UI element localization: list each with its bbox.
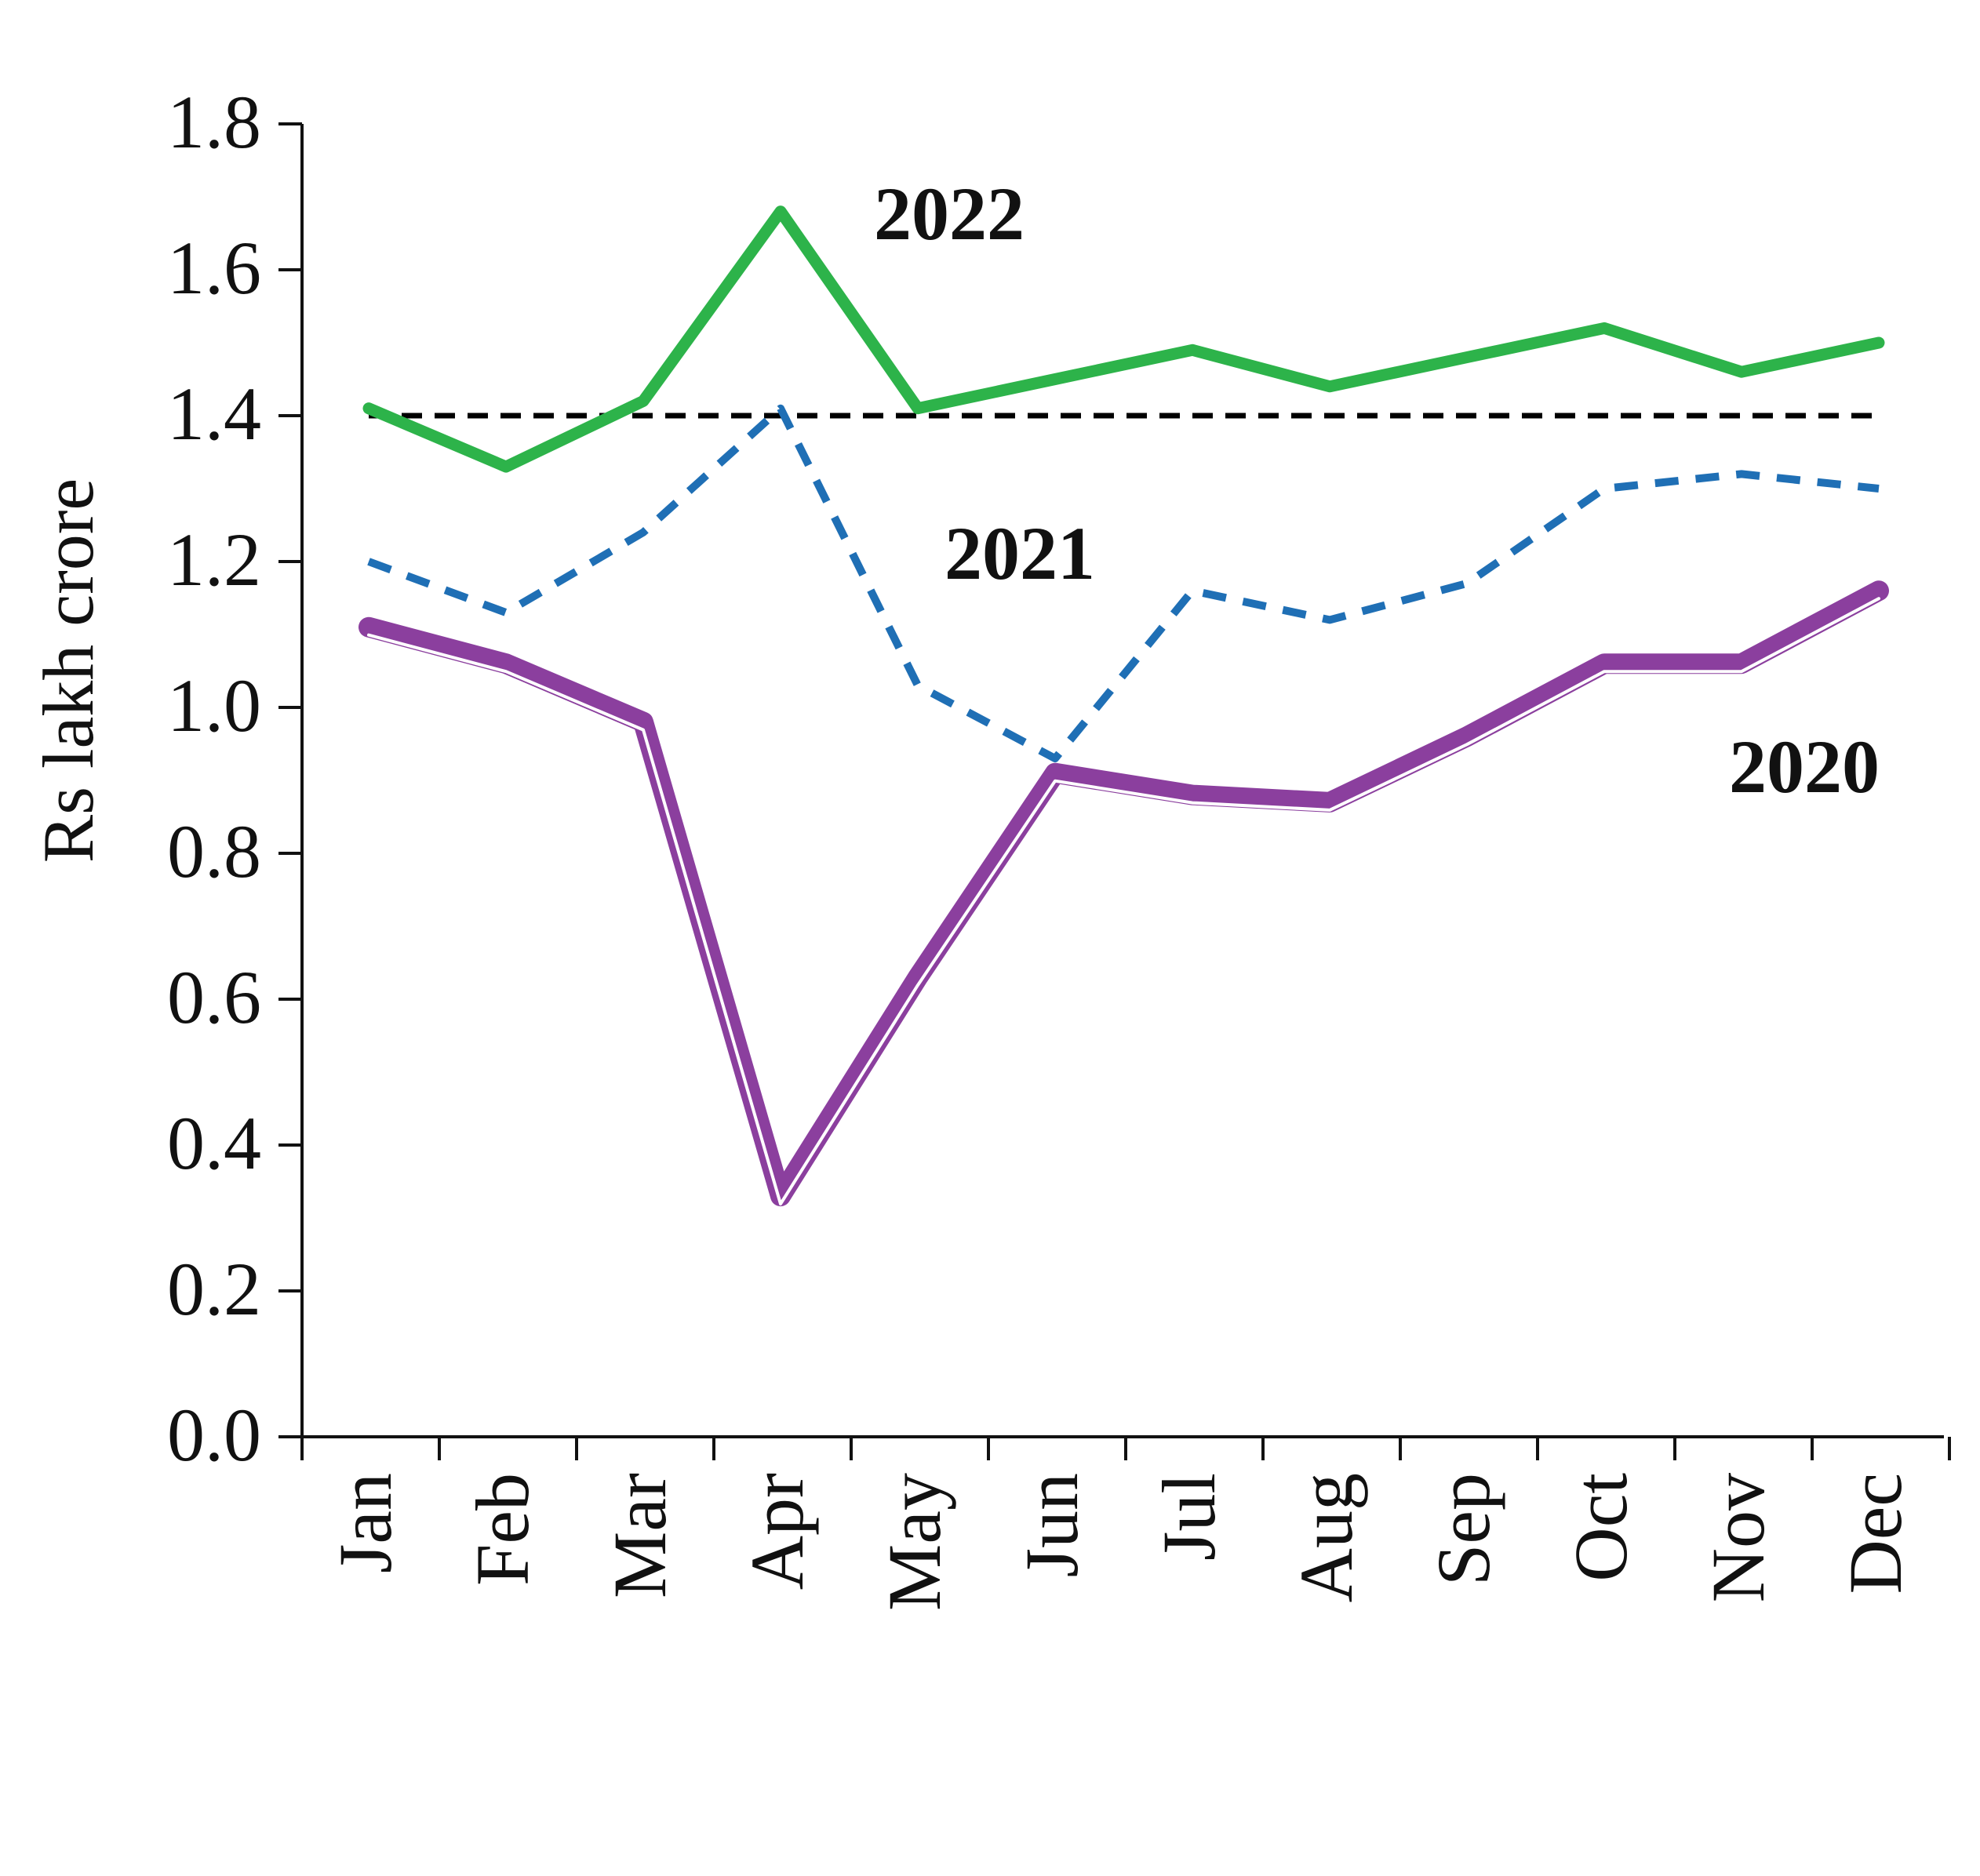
labels-group: 2022 2021 2020 — [874, 172, 1880, 809]
y-tick-label: 1.6 — [167, 226, 261, 310]
y-tick-label: 0.4 — [167, 1101, 261, 1185]
y-tick-label: 0.2 — [167, 1247, 261, 1331]
x-category-label: Feb — [460, 1473, 544, 1586]
x-category-label: Dec — [1833, 1473, 1917, 1594]
y-tick-label: 1.8 — [167, 80, 261, 164]
y-tick-label: 1.0 — [167, 664, 261, 747]
x-category-label: Nov — [1696, 1473, 1780, 1602]
x-category-label: Jan — [323, 1473, 407, 1573]
series-group — [359, 205, 1889, 1207]
x-category-label: Mar — [598, 1473, 682, 1598]
series-line-2021 — [367, 404, 1880, 763]
y-tick-label: 0.6 — [167, 955, 261, 1039]
y-axis-title: Rs lakh crore — [28, 478, 108, 863]
x-category-label: Jul — [1147, 1473, 1231, 1561]
x-category-label: Aug — [1284, 1473, 1368, 1602]
series-annotation-2020: 2020 — [1729, 725, 1880, 809]
y-tick-label: 1.4 — [167, 372, 261, 456]
x-category-label: Jun — [1010, 1473, 1094, 1577]
x-category-label: Oct — [1559, 1473, 1643, 1582]
series-annotation-2021: 2021 — [945, 511, 1095, 595]
x-category-label: May — [872, 1473, 956, 1611]
series-line-2020 — [359, 580, 1889, 1207]
y-tick-label: 0.8 — [167, 809, 261, 893]
y-tick-label: 1.2 — [167, 518, 261, 602]
series-line-2022 — [362, 205, 1885, 473]
x-category-label: Sep — [1421, 1473, 1505, 1586]
series-annotation-2022: 2022 — [874, 172, 1025, 256]
axes: 0.0 0.2 0.4 0.6 0.8 1.0 1.2 1.4 1.6 1.8 Jan Feb Mar A… — [28, 80, 1951, 1611]
x-category-label: Apr — [735, 1473, 819, 1590]
y-tick-label: 0.0 — [167, 1393, 261, 1477]
series-line-inner-2020 — [367, 597, 1880, 1206]
